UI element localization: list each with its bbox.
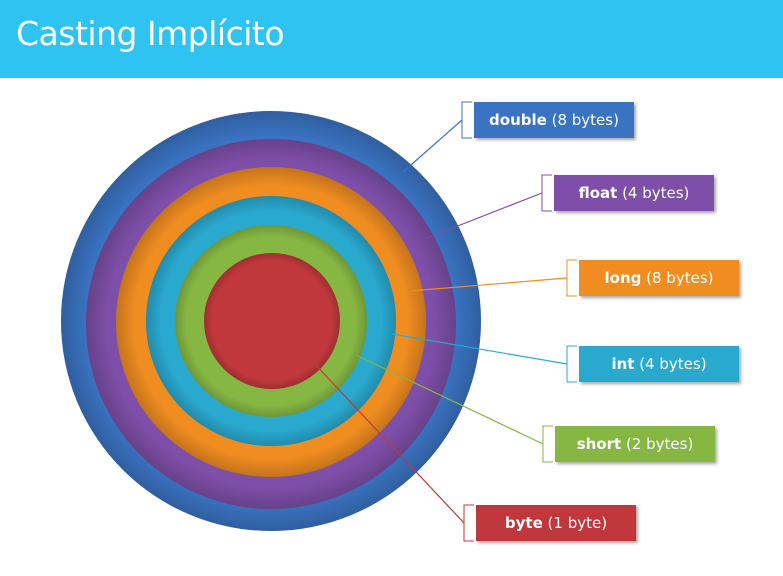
label-type-long: long	[604, 269, 642, 287]
connector-int	[391, 333, 568, 365]
connector-long	[409, 277, 568, 292]
label-float: float (4 bytes)	[554, 175, 714, 211]
bracket-byte	[463, 504, 474, 542]
connector-byte	[281, 328, 465, 524]
bracket-int	[566, 345, 577, 383]
connector-short	[355, 354, 544, 445]
label-size-float: (4 bytes)	[617, 184, 690, 202]
label-double: double (8 bytes)	[474, 102, 634, 138]
label-short: short (2 bytes)	[555, 426, 715, 462]
label-type-byte: byte	[504, 514, 543, 532]
bracket-short	[542, 425, 553, 463]
page-title: Casting Implícito	[16, 14, 285, 53]
bracket-double	[461, 101, 472, 139]
label-int: int (4 bytes)	[579, 346, 739, 382]
connector-float	[426, 192, 543, 239]
label-size-int: (4 bytes)	[634, 355, 707, 373]
label-type-int: int	[611, 355, 635, 373]
label-byte: byte (1 byte)	[476, 505, 636, 541]
label-type-short: short	[576, 435, 622, 453]
bracket-long	[566, 259, 577, 297]
label-size-long: (8 bytes)	[641, 269, 714, 287]
bracket-float	[541, 174, 552, 212]
label-long: long (8 bytes)	[579, 260, 739, 296]
label-size-double: (8 bytes)	[546, 111, 619, 129]
connector-double	[402, 119, 463, 173]
label-size-byte: (1 byte)	[542, 514, 608, 532]
label-type-float: float	[578, 184, 618, 202]
label-size-short: (2 bytes)	[621, 435, 694, 453]
label-type-double: double	[489, 111, 547, 129]
title-bar: Casting Implícito	[0, 0, 783, 78]
